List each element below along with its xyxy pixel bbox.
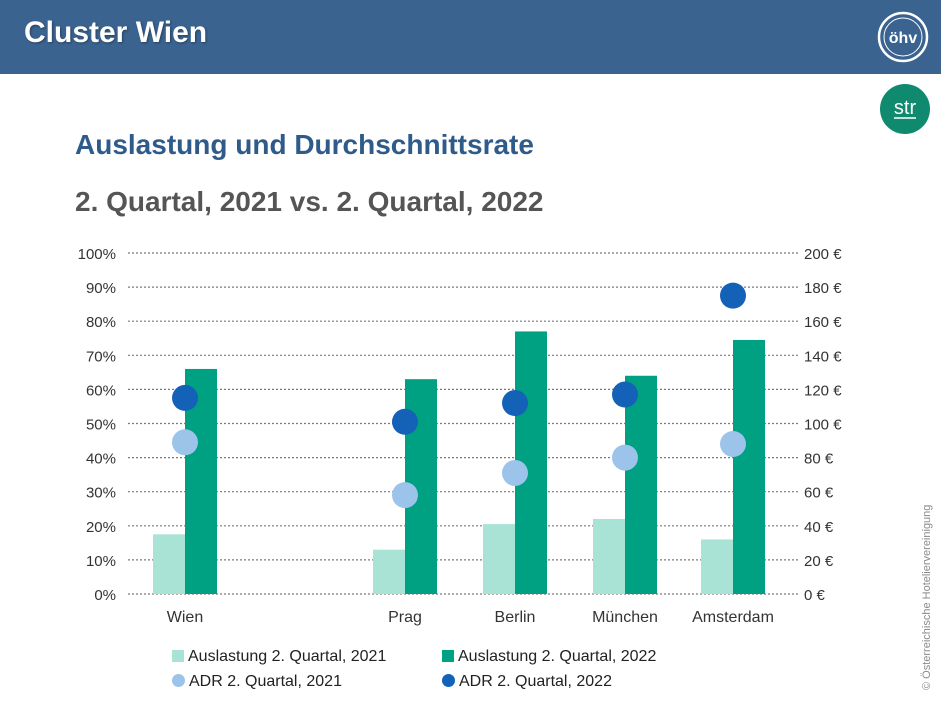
y-right-tick-label: 60 €: [804, 485, 834, 502]
copyright-note: © Österreichische Hoteliervereinigung: [921, 504, 933, 690]
y-right-tick-label: 140 €: [804, 348, 842, 365]
bar-occ-2022: [733, 339, 765, 594]
dot-adr-2021: [172, 429, 198, 456]
y-left-tick-label: 60%: [86, 382, 116, 399]
header-bar: Cluster Wien öhv: [0, 0, 941, 74]
dot-adr-2021: [720, 430, 746, 457]
y-right-tick-label: 200 €: [804, 246, 842, 263]
legend-item-occ-2021: Auslastung 2. Quartal, 2021: [172, 647, 386, 667]
dot-adr-2021: [612, 444, 638, 471]
bar-occ-2021: [593, 518, 625, 594]
y-left-tick-label: 0%: [94, 587, 116, 604]
legend-swatch-adr-2022: [442, 674, 455, 688]
y-right-tick-label: 180 €: [804, 280, 842, 297]
ohv-logo-text: öhv: [889, 30, 918, 47]
y-right-tick-label: 20 €: [804, 553, 834, 570]
bar-occ-2021: [373, 549, 405, 594]
y-left-tick-label: 20%: [86, 519, 116, 536]
y-right-tick-label: 40 €: [804, 519, 834, 536]
y-right-tick-label: 80 €: [804, 451, 834, 468]
dot-adr-2022: [612, 381, 638, 408]
dot-adr-2021: [392, 482, 418, 509]
dot-adr-2022: [502, 390, 528, 417]
legend-swatch-occ-2021: [172, 649, 184, 662]
y-right-tick-label: 120 €: [804, 382, 842, 399]
ohv-logo-icon: öhv: [877, 11, 929, 63]
y-left-tick-label: 80%: [86, 314, 116, 331]
y-left-tick-label: 30%: [86, 485, 116, 502]
legend-item-occ-2022: Auslastung 2. Quartal, 2022: [442, 647, 656, 667]
chart-title: Auslastung und Durchschnittsrate: [75, 129, 534, 160]
legend-item-adr-2021: ADR 2. Quartal, 2021: [172, 672, 342, 692]
dot-adr-2022: [392, 408, 418, 435]
legend-swatch-occ-2022: [442, 649, 454, 662]
x-tick-label: Prag: [388, 609, 422, 626]
chart-subtitle: 2. Quartal, 2021 vs. 2. Quartal, 2022: [75, 186, 544, 217]
y-right-tick-label: 100 €: [804, 417, 842, 434]
x-tick-label: Wien: [167, 609, 203, 626]
x-tick-label: Berlin: [495, 609, 536, 626]
legend-label-adr-2022: ADR 2. Quartal, 2022: [459, 673, 612, 690]
y-right-tick-label: 160 €: [804, 314, 842, 331]
y-left-tick-label: 90%: [86, 280, 116, 297]
y-left-tick-label: 10%: [86, 553, 116, 570]
legend-label-adr-2021: ADR 2. Quartal, 2021: [189, 673, 342, 690]
x-tick-label: München: [592, 609, 658, 626]
y-left-tick-label: 50%: [86, 417, 116, 434]
y-left-tick-label: 70%: [86, 348, 116, 365]
x-tick-label: Amsterdam: [692, 609, 774, 626]
bar-occ-2021: [483, 524, 515, 594]
legend-swatch-adr-2021: [172, 674, 185, 688]
y-left-tick-label: 100%: [78, 246, 116, 263]
legend-label-occ-2021: Auslastung 2. Quartal, 2021: [188, 648, 387, 665]
dot-adr-2022: [172, 384, 198, 411]
bar-occ-2021: [701, 539, 733, 594]
legend-label-occ-2022: Auslastung 2. Quartal, 2022: [458, 648, 657, 665]
y-right-tick-label: 0 €: [804, 587, 826, 604]
bar-occ-2022: [625, 375, 657, 594]
dot-adr-2021: [502, 459, 528, 486]
str-logo-icon: str: [880, 84, 930, 134]
dot-adr-2022: [720, 282, 746, 309]
y-left-tick-label: 40%: [86, 451, 116, 468]
legend-item-adr-2022: ADR 2. Quartal, 2022: [442, 672, 612, 692]
page-title: Cluster Wien: [24, 16, 208, 49]
str-logo-text: str: [894, 97, 917, 119]
bar-occ-2021: [153, 534, 185, 594]
